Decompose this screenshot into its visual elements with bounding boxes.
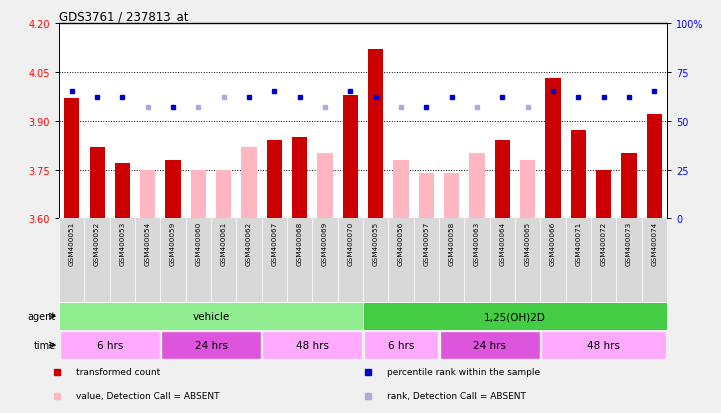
Text: GSM400058: GSM400058 (448, 221, 455, 266)
Text: time: time (33, 340, 56, 350)
Text: GDS3761 / 237813_at: GDS3761 / 237813_at (59, 10, 189, 23)
Bar (216, 170, 231, 219)
Bar (394, 160, 409, 219)
Text: GSM400070: GSM400070 (348, 221, 353, 266)
Bar (89, 147, 105, 219)
Bar (262, 332, 362, 359)
Text: agent: agent (27, 311, 56, 321)
Text: GSM400052: GSM400052 (94, 221, 100, 266)
Text: value, Detection Call = ABSENT: value, Detection Call = ABSENT (76, 391, 219, 400)
Bar (267, 141, 282, 219)
Bar (622, 154, 637, 219)
Text: 24 hrs: 24 hrs (473, 340, 506, 350)
Text: GSM400071: GSM400071 (575, 221, 581, 266)
Text: GSM400073: GSM400073 (626, 221, 632, 266)
Bar (292, 138, 307, 219)
Text: GSM400072: GSM400072 (601, 221, 606, 266)
Text: GSM400068: GSM400068 (297, 221, 303, 266)
Text: GSM400062: GSM400062 (246, 221, 252, 266)
Bar (495, 141, 510, 219)
Text: GSM400063: GSM400063 (474, 221, 480, 266)
Text: GSM400061: GSM400061 (221, 221, 226, 266)
Bar (647, 115, 662, 219)
Bar (440, 332, 539, 359)
Bar (363, 302, 667, 330)
Bar (520, 160, 535, 219)
Bar (191, 170, 206, 219)
Text: percentile rank within the sample: percentile rank within the sample (387, 367, 540, 376)
Bar (368, 50, 384, 219)
Bar (596, 170, 611, 219)
Text: 6 hrs: 6 hrs (97, 340, 123, 350)
Bar (59, 302, 363, 330)
Text: GSM400055: GSM400055 (373, 221, 379, 266)
Text: GSM400051: GSM400051 (68, 221, 75, 266)
Bar (469, 154, 485, 219)
Text: 24 hrs: 24 hrs (195, 340, 228, 350)
Text: GSM400066: GSM400066 (550, 221, 556, 266)
Bar (166, 160, 181, 219)
Text: 48 hrs: 48 hrs (587, 340, 620, 350)
Bar (64, 99, 79, 219)
Bar (444, 173, 459, 219)
Text: transformed count: transformed count (76, 367, 160, 376)
Bar (545, 79, 560, 219)
Bar (342, 95, 358, 219)
Bar (364, 332, 438, 359)
Text: GSM400067: GSM400067 (271, 221, 278, 266)
Text: GSM400054: GSM400054 (145, 221, 151, 266)
Text: rank, Detection Call = ABSENT: rank, Detection Call = ABSENT (387, 391, 526, 400)
Text: 48 hrs: 48 hrs (296, 340, 329, 350)
Bar (115, 164, 130, 219)
Text: GSM400064: GSM400064 (500, 221, 505, 266)
Text: GSM400069: GSM400069 (322, 221, 328, 266)
Text: GSM400060: GSM400060 (195, 221, 201, 266)
Text: GSM400053: GSM400053 (120, 221, 125, 266)
Bar (541, 332, 666, 359)
Text: GSM400074: GSM400074 (651, 221, 658, 266)
Bar (140, 170, 155, 219)
Bar (162, 332, 261, 359)
Bar (419, 173, 434, 219)
Text: 6 hrs: 6 hrs (388, 340, 414, 350)
Text: GSM400059: GSM400059 (170, 221, 176, 266)
Text: GSM400065: GSM400065 (525, 221, 531, 266)
Text: GSM400056: GSM400056 (398, 221, 404, 266)
Text: GSM400057: GSM400057 (423, 221, 429, 266)
Bar (242, 147, 257, 219)
Bar (60, 332, 159, 359)
Bar (571, 131, 586, 219)
Bar (317, 154, 332, 219)
Text: vehicle: vehicle (193, 311, 230, 321)
Text: 1,25(OH)2D: 1,25(OH)2D (484, 311, 546, 321)
